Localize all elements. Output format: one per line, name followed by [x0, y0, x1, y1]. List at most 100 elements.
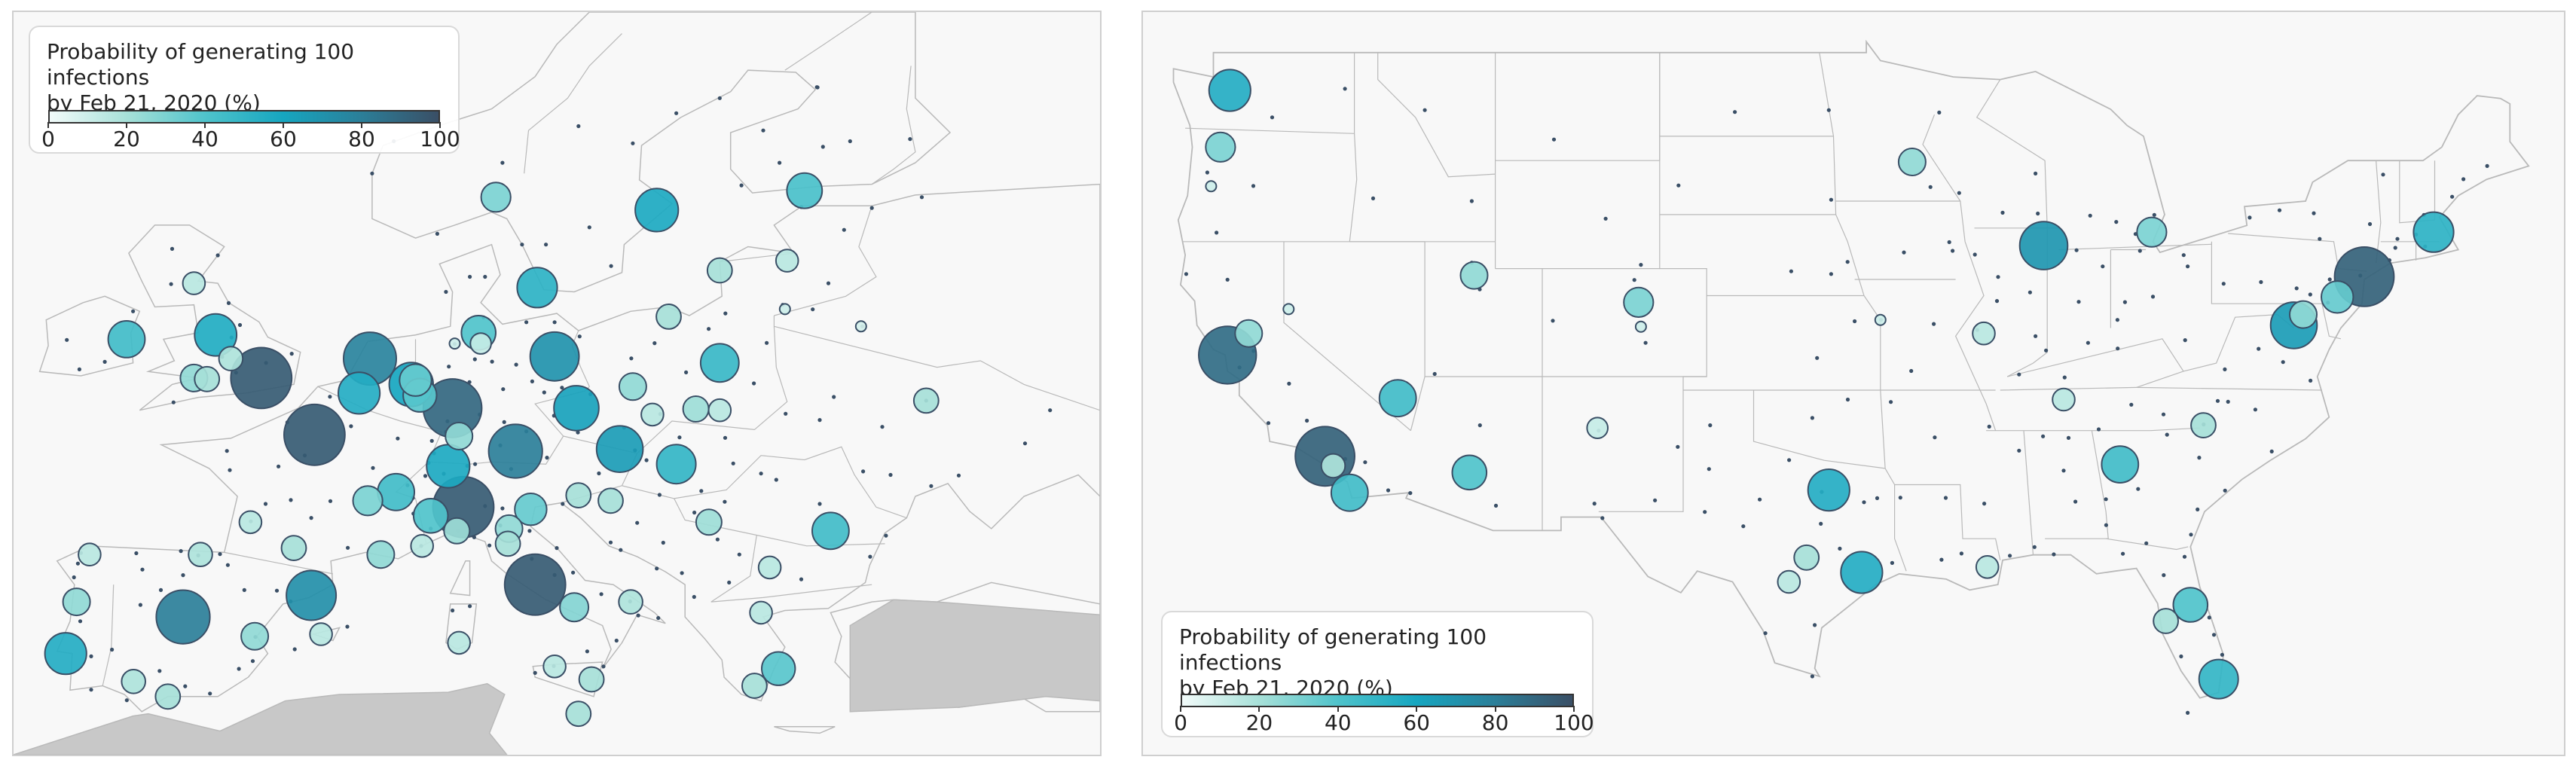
site-marker — [182, 271, 206, 295]
minor-site-dot — [2034, 334, 2038, 338]
minor-site-dot — [1810, 674, 1814, 679]
site-marker — [634, 188, 680, 233]
minor-site-dot — [447, 365, 451, 369]
site-marker — [912, 387, 940, 414]
state-border — [1377, 52, 1496, 178]
minor-site-dot — [1815, 356, 1820, 360]
minor-site-dot — [820, 145, 825, 149]
minor-site-dot — [2115, 318, 2119, 322]
site-marker — [707, 398, 732, 423]
site-marker — [238, 510, 263, 535]
site-marker — [618, 589, 643, 615]
minor-site-dot — [619, 548, 623, 552]
minor-site-dot — [608, 540, 613, 545]
site-marker — [1807, 468, 1850, 512]
minor-site-dot — [1707, 467, 1711, 472]
state-border — [1986, 427, 2200, 432]
site-marker — [542, 655, 567, 679]
minor-site-dot — [778, 160, 782, 165]
site-marker — [194, 313, 238, 357]
minor-site-dot — [1551, 319, 1555, 323]
minor-site-dot — [1493, 503, 1499, 508]
minor-site-dot — [544, 243, 549, 247]
minor-site-dot — [89, 688, 93, 692]
state-border — [2211, 241, 2322, 304]
minor-site-dot — [1829, 197, 1833, 202]
minor-site-dot — [2061, 468, 2066, 473]
minor-site-dot — [2393, 246, 2397, 250]
site-marker — [706, 257, 733, 284]
minor-site-dot — [1889, 400, 1893, 404]
minor-site-dot — [250, 659, 255, 664]
minor-site-dot — [2223, 367, 2227, 371]
site-marker — [448, 337, 461, 350]
minor-site-dot — [869, 206, 874, 210]
state-border — [1976, 79, 2048, 228]
legend-tick-label: 80 — [348, 127, 375, 151]
site-marker — [445, 422, 474, 450]
minor-site-dot — [576, 124, 581, 129]
legend-tick-label: 100 — [1554, 710, 1594, 735]
minor-site-dot — [2253, 407, 2257, 412]
minor-site-dot — [561, 502, 565, 506]
site-marker — [597, 487, 624, 514]
minor-site-dot — [228, 468, 232, 472]
legend-tick-label: 20 — [113, 127, 140, 151]
minor-site-dot — [1947, 240, 1951, 245]
minor-site-dot — [1386, 488, 1391, 493]
site-marker — [699, 343, 740, 383]
minor-site-dot — [514, 362, 518, 367]
minor-site-dot — [292, 647, 297, 652]
site-marker — [2289, 300, 2318, 329]
minor-site-dot — [1603, 216, 1608, 221]
minor-site-dot — [2226, 399, 2230, 404]
minor-site-dot — [635, 520, 640, 525]
site-marker — [1897, 148, 1927, 176]
state-border — [1752, 390, 1886, 469]
site-marker — [410, 534, 435, 558]
site-marker — [494, 530, 521, 557]
site-marker — [565, 700, 592, 728]
minor-site-dot — [208, 691, 212, 696]
country-border — [102, 584, 115, 686]
legend-tick-label: 0 — [1174, 710, 1187, 735]
minor-site-dot — [2062, 375, 2067, 380]
site-marker — [1459, 261, 1489, 290]
minor-site-dot — [501, 387, 506, 392]
state-border — [1283, 241, 1411, 432]
minor-site-dot — [423, 474, 428, 478]
minor-site-dot — [1205, 170, 1209, 175]
minor-site-dot — [1225, 277, 1230, 282]
minor-site-dot — [1758, 497, 1762, 502]
site-marker — [218, 346, 244, 371]
site-marker — [78, 542, 102, 567]
minor-site-dot — [2017, 448, 2021, 453]
minor-site-dot — [124, 698, 129, 703]
site-marker — [854, 320, 867, 333]
minor-site-dot — [2318, 237, 2322, 241]
minor-site-dot — [2036, 211, 2040, 216]
minor-site-dot — [1902, 250, 1906, 255]
minor-site-dot — [1708, 423, 1713, 428]
minor-site-dot — [1639, 263, 1643, 267]
minor-site-dot — [2223, 488, 2227, 493]
minor-site-dot — [2309, 378, 2313, 383]
minor-site-dot — [183, 684, 188, 688]
minor-site-dot — [699, 489, 704, 493]
minor-site-dot — [599, 592, 604, 597]
site-marker — [107, 320, 146, 359]
minor-site-dot — [1676, 183, 1681, 188]
minor-site-dot — [2461, 177, 2466, 182]
minor-site-dot — [2144, 541, 2149, 545]
minor-site-dot — [1741, 524, 1746, 529]
legend-europe: Probability of generating 100 infections… — [29, 26, 460, 154]
state-border — [2136, 386, 2322, 391]
minor-site-dot — [102, 359, 107, 364]
site-marker — [761, 651, 796, 686]
minor-site-dot — [2129, 402, 2134, 407]
minor-site-dot — [737, 552, 741, 557]
minor-site-dot — [346, 545, 350, 550]
minor-site-dot — [661, 540, 665, 545]
site-marker — [595, 425, 644, 474]
minor-site-dot — [2041, 434, 2046, 438]
